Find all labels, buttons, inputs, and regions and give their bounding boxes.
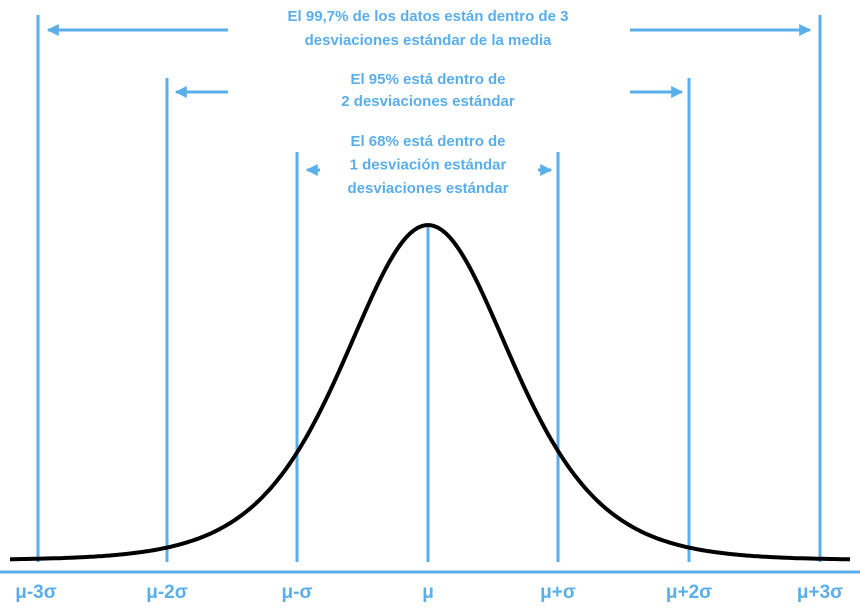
annotation-line: desviaciones estándar de la media	[305, 32, 552, 49]
annotation-line: 1 desviación estándar	[350, 156, 507, 173]
annotation-line: 2 desviaciones estándar	[341, 93, 515, 110]
axis-label: μ-2σ	[146, 582, 188, 603]
axis-label: μ	[422, 582, 434, 603]
axis-label: μ-σ	[282, 582, 313, 603]
annotation-line: El 99,7% de los datos están dentro de 3	[288, 8, 569, 25]
bell-curve	[10, 223, 851, 562]
annotation-line: El 68% está dentro de	[350, 133, 505, 150]
arrows	[46, 24, 812, 176]
axis-label: μ-3σ	[15, 582, 57, 603]
axis-label: μ+3σ	[797, 582, 843, 603]
annotation-line: El 95% está dentro de	[350, 71, 505, 88]
annotation-line: desviaciones estándar	[348, 180, 509, 197]
axis-label: μ+2σ	[666, 582, 712, 603]
annotations: El 99,7% de los datos están dentro de 3 d…	[288, 8, 569, 197]
axis-label: μ+σ	[540, 582, 576, 603]
axis-labels: μ-3σ μ-2σ μ-σ μ μ+σ μ+2σ μ+3σ	[15, 582, 843, 603]
